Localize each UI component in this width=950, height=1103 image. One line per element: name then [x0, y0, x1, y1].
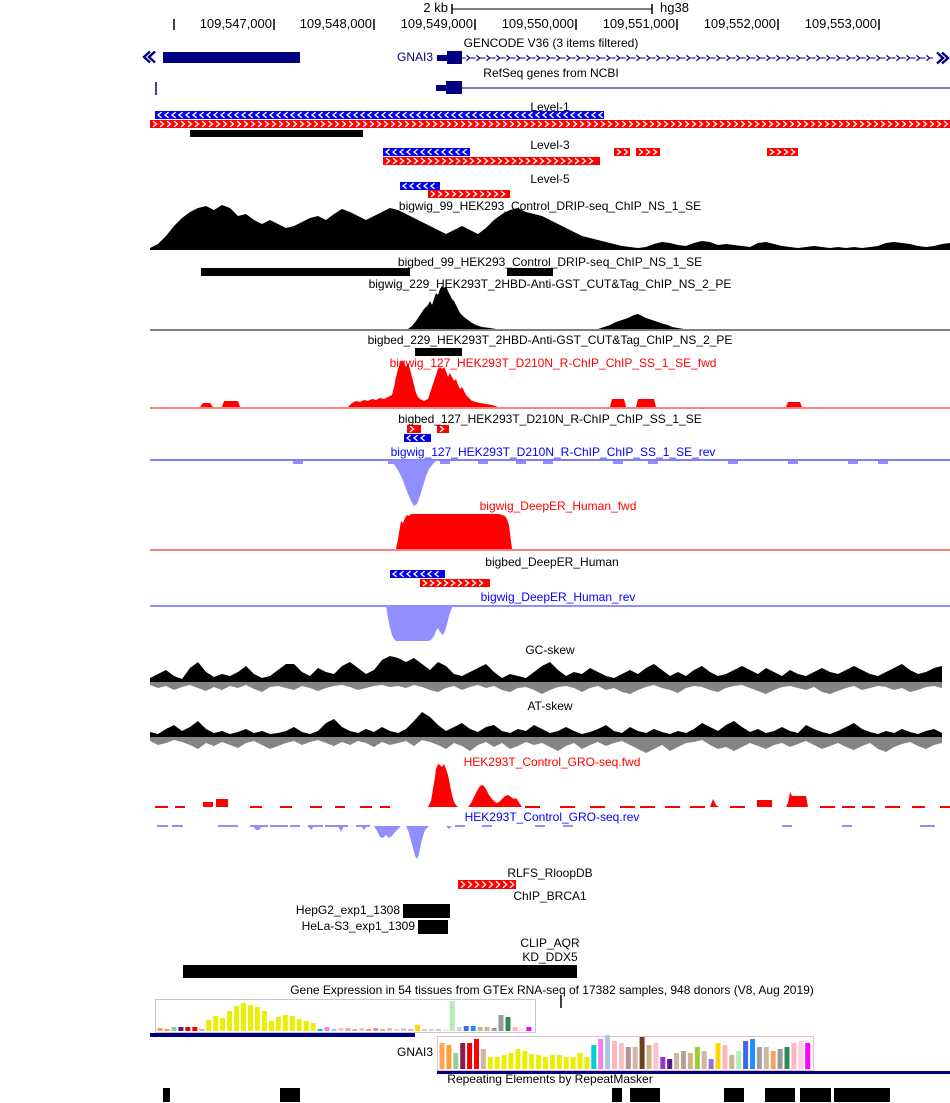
track-title: GENCODE V36 (3 items filtered) [463, 36, 639, 50]
ruler-position-label: 109,547,000 [199, 16, 272, 31]
refseq-exon[interactable] [446, 81, 462, 94]
track-title: AT-skew [527, 699, 573, 713]
level3-plus-b[interactable] [636, 148, 660, 156]
track-title: HEK293T_Control_GRO-seq.fwd [463, 755, 641, 769]
level1-black-bar[interactable] [190, 130, 363, 137]
track-title: Level-1 [530, 100, 570, 114]
gro-rev-dashes[interactable] [157, 825, 935, 827]
track-title: CLIP_AQR [520, 936, 580, 950]
gnai3-utr[interactable] [437, 55, 447, 61]
deeper-bed-plus[interactable] [420, 579, 490, 587]
gene-left-exon[interactable] [163, 52, 300, 63]
rlfs-block[interactable] [458, 880, 516, 889]
repeat-bar-8[interactable] [834, 1088, 890, 1102]
track-title: bigwig_229_HEK293T_2HBD-Anti-GST_CUT&Tag… [368, 277, 732, 291]
gro-rev-wiggle[interactable] [253, 826, 452, 859]
rchip-rev-marks[interactable] [293, 461, 888, 464]
repeat-bar-4[interactable] [630, 1088, 660, 1102]
level3-minus[interactable] [383, 148, 470, 156]
rchip-bed-plus-b[interactable] [437, 425, 449, 433]
gtex-underline-1[interactable] [150, 1033, 415, 1037]
level3-plus-a[interactable] [614, 148, 630, 156]
refseq-utr[interactable] [436, 85, 446, 91]
gnai3-intron[interactable] [462, 54, 933, 62]
ruler-position-label: 109,553,000 [804, 16, 877, 31]
track-title: GNAI3 [396, 50, 433, 64]
track-title: bigwig_DeepER_Human_fwd [479, 499, 637, 513]
track-title: bigbed_99_HEK293_Control_DRIP-seq_ChIP_N… [397, 255, 703, 269]
track-title: KD_DDX5 [522, 950, 578, 964]
track-title: bigwig_127_HEK293T_D210N_R-ChIP_ChIP_SS_… [389, 356, 717, 370]
level1-minus[interactable] [155, 111, 604, 119]
level3-plus-c[interactable] [767, 148, 798, 156]
track-title: bigwig_DeepER_Human_rev [480, 590, 636, 604]
cutandtag-wiggle[interactable] [408, 286, 684, 329]
rchip-bed-plus-a[interactable] [407, 425, 421, 433]
track-title: 2 kb [423, 0, 448, 15]
gtex-underline-2[interactable] [437, 1071, 950, 1074]
at-skew[interactable] [150, 712, 942, 753]
track-title: bigwig_127_HEK293T_D210N_R-ChIP_ChIP_SS_… [390, 445, 716, 459]
drip-bed-a[interactable] [201, 268, 410, 276]
ruler-position-label: 109,551,000 [602, 16, 675, 31]
repeat-bar-5[interactable] [724, 1088, 744, 1102]
repeat-bar-2[interactable] [280, 1088, 300, 1102]
ruler-position-label: 109,552,000 [703, 16, 776, 31]
gene-left-arrow[interactable] [142, 50, 156, 64]
ruler-position-label: 109,548,000 [299, 16, 372, 31]
gc-skew[interactable] [150, 656, 942, 694]
repeat-bar-6[interactable] [765, 1088, 795, 1102]
track-title: hg38 [660, 0, 689, 15]
track-title: RefSeq genes from NCBI [483, 66, 619, 80]
level5-plus[interactable] [428, 190, 510, 198]
gtex-bars-2[interactable] [439, 1035, 811, 1069]
kd-ddx5-bar[interactable] [183, 965, 577, 978]
level5-minus[interactable] [400, 182, 440, 190]
track-title: Repeating Elements by RepeatMasker [447, 1072, 653, 1086]
gro-fwd-dashes[interactable] [155, 806, 950, 808]
level1-plus[interactable] [150, 120, 950, 128]
gro-fwd-wiggle[interactable] [428, 764, 808, 807]
track-title: HeLa-S3_exp1_1309 [301, 919, 415, 933]
gro-fwd-block-b[interactable] [216, 799, 228, 807]
repeat-bar-7[interactable] [800, 1088, 831, 1102]
track-title: ChIP_BRCA1 [513, 889, 587, 903]
gro-fwd-block-a[interactable] [203, 802, 213, 807]
track-title: bigbed_127_HEK293T_D210N_R-ChIP_ChIP_SS_… [398, 412, 702, 426]
brca1-hela-bar[interactable] [418, 920, 448, 934]
deeper-bed-minus[interactable] [390, 570, 445, 578]
track-title: RLFS_RloopDB [507, 866, 593, 880]
track-title: bigwig_99_HEK293_Control_DRIP-seq_ChIP_N… [398, 199, 702, 213]
gnai3-exon[interactable] [447, 51, 462, 64]
track-title: bigbed_DeepER_Human [485, 555, 619, 569]
deeper-fwd-wiggle[interactable] [396, 514, 512, 549]
repeat-bar-1[interactable] [163, 1088, 170, 1102]
track-title: Gene Expression in 54 tissues from GTEx … [290, 983, 814, 997]
track-title: Level-5 [530, 172, 570, 186]
drip-wiggle[interactable] [150, 205, 950, 250]
track-title: GNAI3 [396, 1045, 433, 1059]
level3-plus-main[interactable] [383, 157, 600, 165]
rchip-rev-wiggle[interactable] [390, 460, 438, 506]
gro-fwd-block-c[interactable] [757, 800, 772, 807]
rchip-bed-minus[interactable] [404, 434, 431, 442]
gtex-bars-1[interactable] [157, 1001, 532, 1031]
track-title: GC-skew [525, 643, 575, 657]
ruler-position-label: 109,550,000 [501, 16, 574, 31]
cutandtag-bed[interactable] [415, 348, 462, 356]
deeper-rev-wiggle[interactable] [386, 606, 453, 641]
track-title: HepG2_exp1_1308 [295, 903, 400, 917]
track-title: Level-3 [530, 138, 570, 152]
track-title: bigbed_229_HEK293T_2HBD-Anti-GST_CUT&Tag… [367, 333, 733, 347]
gnai3-right-arrow[interactable] [936, 51, 950, 65]
brca1-hepg2-bar[interactable] [403, 904, 450, 918]
track-title: HEK293T_Control_GRO-seq.rev [464, 810, 640, 824]
ruler-position-label: 109,549,000 [400, 16, 473, 31]
drip-bed-b[interactable] [507, 268, 553, 276]
repeat-bar-3[interactable] [612, 1088, 622, 1102]
